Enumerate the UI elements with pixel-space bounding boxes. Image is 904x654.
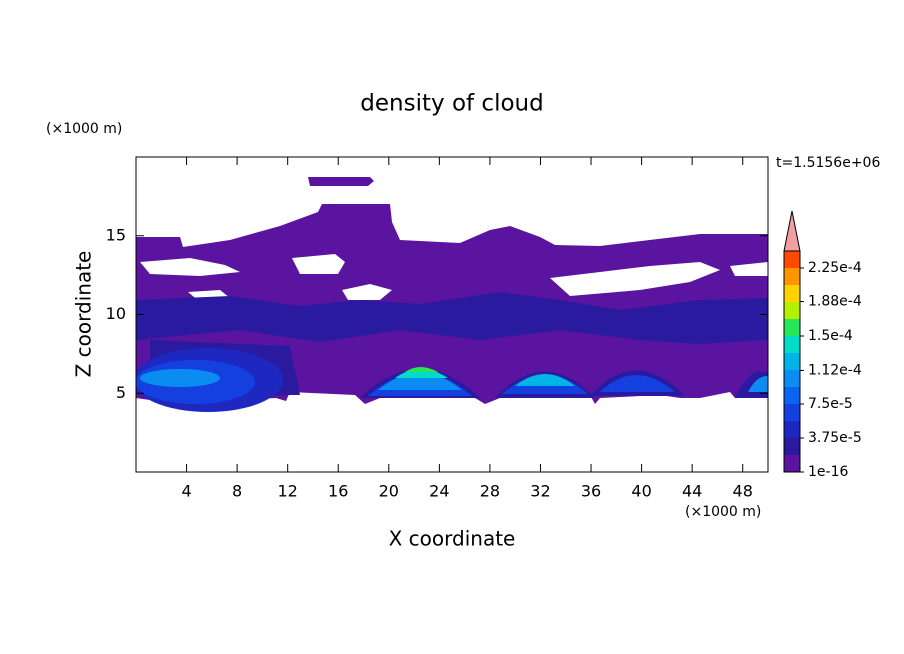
time-label: t=1.5156e+06 — [776, 155, 880, 171]
x-tick-label: 16 — [328, 482, 348, 501]
x-tick-label: 40 — [631, 482, 651, 501]
x-tick-label: 12 — [278, 482, 298, 501]
y-tick-label: 15 — [106, 225, 126, 244]
colorbar-band — [784, 268, 800, 285]
colorbar-tick-label: 1e-16 — [808, 464, 848, 480]
colorbar-band — [784, 421, 800, 438]
cloud-region — [308, 177, 374, 186]
cloud-core — [136, 292, 768, 344]
y-unit: (×1000 m) — [46, 121, 122, 137]
colorbar-band — [784, 455, 800, 472]
colorbar-band — [784, 370, 800, 387]
x-tick-label: 48 — [733, 482, 753, 501]
colorbar-band — [784, 438, 800, 455]
clear-gap — [292, 254, 345, 274]
colorbar-band — [784, 387, 800, 404]
clear-gap — [140, 258, 240, 276]
colorbar-band — [784, 285, 800, 302]
clear-gap — [342, 284, 392, 300]
chart-title: density of cloud — [360, 91, 543, 117]
x-tick-label: 28 — [480, 482, 500, 501]
y-tick-label: 10 — [106, 304, 126, 323]
x-tick-label: 24 — [429, 482, 449, 501]
colorbar-band — [784, 404, 800, 421]
x-tick-label: 4 — [181, 482, 191, 501]
colorbar-band — [784, 319, 800, 336]
clear-gap — [730, 262, 768, 276]
colorbar-tick-label: 1.88e-4 — [808, 294, 862, 310]
x-tick-label: 44 — [682, 482, 702, 501]
cloud-core — [405, 367, 438, 372]
y-axis-label: Z coordinate — [72, 251, 96, 378]
colorbar-tick-label: 7.5e-5 — [808, 396, 853, 412]
y-tick-label: 5 — [116, 383, 126, 402]
colorbar-tick-label: 2.25e-4 — [808, 260, 862, 276]
colorbar-tick-label: 3.75e-5 — [808, 430, 862, 446]
x-tick-label: 32 — [530, 482, 550, 501]
colorbar-band — [784, 302, 800, 319]
colorbar-band — [784, 336, 800, 353]
cloud-core — [600, 375, 675, 392]
colorbar-tick-label: 1.12e-4 — [808, 362, 862, 378]
colorbar-band — [784, 353, 800, 370]
x-unit: (×1000 m) — [685, 504, 761, 520]
x-tick-label: 20 — [379, 482, 399, 501]
colorbar-tick-label: 1.5e-4 — [808, 328, 853, 344]
cloud-core — [748, 376, 768, 392]
clear-gap — [550, 262, 720, 296]
x-tick-label: 8 — [232, 482, 242, 501]
cloud-core — [140, 369, 220, 387]
x-axis-label: X coordinate — [389, 527, 516, 551]
axes: 4 8 12 16 20 24 28 32 36 40 44 48510151e-163.75e-57… — [106, 157, 862, 501]
colorbar-extend — [783, 210, 801, 252]
contour-field — [136, 177, 768, 412]
x-tick-label: 36 — [581, 482, 601, 501]
colorbar-band — [784, 251, 800, 268]
cloud-core — [515, 374, 575, 386]
colorbar-frame — [783, 250, 801, 473]
